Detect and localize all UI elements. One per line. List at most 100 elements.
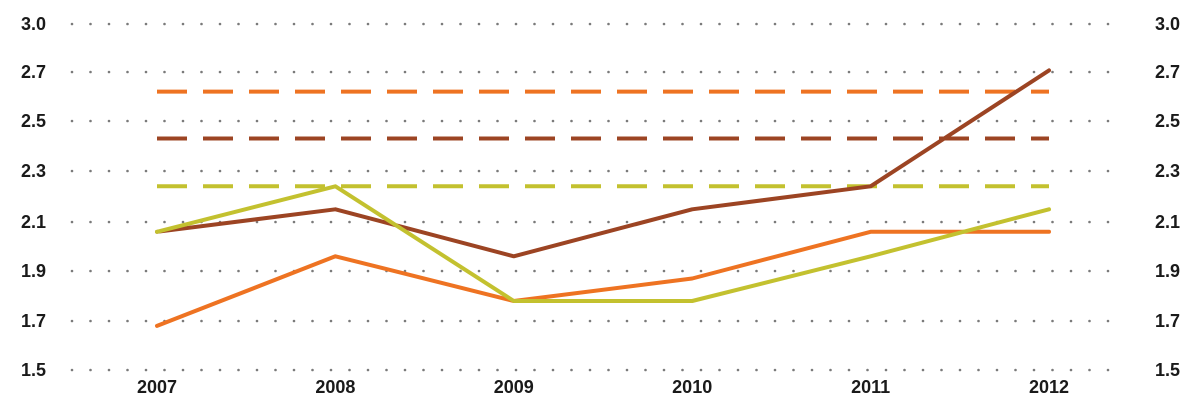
grid-dot [1014, 70, 1017, 74]
grid-dot [496, 220, 499, 224]
grid-dot [329, 22, 333, 26]
grid-dot [181, 119, 185, 123]
grid-dot [1069, 119, 1073, 123]
gridline-2.3 [70, 169, 1110, 173]
grid-dot [662, 319, 666, 323]
grid-dot [366, 220, 370, 224]
grid-dot [422, 119, 425, 123]
grid-dot [940, 368, 943, 372]
grid-dot [866, 319, 869, 323]
data-series [155, 68, 1051, 328]
grid-dot [977, 169, 980, 173]
series-line-1 [155, 68, 1051, 259]
grid-dot [644, 368, 647, 372]
grid-dot [755, 119, 758, 123]
grid-dot [422, 22, 425, 26]
x-tick-label: 2012 [1029, 377, 1069, 397]
grid-dot [107, 319, 111, 323]
grid-dot [681, 119, 684, 123]
grid-dot [829, 368, 832, 372]
grid-dot [126, 169, 129, 173]
grid-dot [366, 119, 370, 123]
grid-dot [366, 22, 370, 26]
grid-dot [866, 269, 869, 273]
y-tick-label-left: 3.0 [21, 14, 46, 34]
grid-dot [1106, 269, 1110, 273]
grid-dot [255, 169, 259, 173]
grid-dot [348, 70, 351, 74]
gridline-1.7 [70, 319, 1110, 323]
grid-dot [551, 22, 555, 26]
grid-dot [829, 119, 832, 123]
grid-dot [829, 269, 832, 273]
grid-dot [570, 368, 573, 372]
grid-dot [1088, 22, 1091, 26]
grid-dot [89, 220, 92, 224]
grid-dot [311, 319, 314, 323]
grid-dot [403, 368, 407, 372]
grid-dot [718, 368, 721, 372]
grid-dot [551, 368, 555, 372]
grid-dot [977, 368, 980, 372]
x-tick-label: 2009 [494, 377, 534, 397]
grid-dot [311, 368, 314, 372]
grid-dot [903, 169, 906, 173]
grid-dot [107, 22, 111, 26]
y-tick-label-right: 1.5 [1155, 360, 1180, 380]
y-tick-label-left: 1.9 [21, 261, 46, 281]
grid-dot [163, 220, 166, 224]
grid-dot [1088, 220, 1091, 224]
grid-dot [607, 368, 610, 372]
grid-dot [496, 70, 499, 74]
grid-dot [940, 169, 943, 173]
grid-dot [1069, 319, 1073, 323]
grid-dot [1051, 220, 1054, 224]
grid-dot [163, 269, 166, 273]
grid-dot [1088, 169, 1091, 173]
grid-dot [1069, 70, 1073, 74]
grid-dot [588, 319, 592, 323]
grid-dot [496, 169, 499, 173]
grid-dot [792, 269, 795, 273]
grid-dot [459, 220, 462, 224]
grid-dot [126, 368, 129, 372]
grid-dot [1106, 70, 1110, 74]
gridline-1.5 [70, 368, 1110, 372]
grid-dot [755, 220, 758, 224]
grid-dot [181, 319, 185, 323]
grid-dot [570, 22, 573, 26]
grid-dot [126, 119, 129, 123]
grid-dot [496, 319, 499, 323]
grid-dot [699, 319, 703, 323]
grid-dot [329, 169, 333, 173]
x-tick-label: 2007 [137, 377, 177, 397]
grid-dot [200, 119, 203, 123]
grid-dot [792, 319, 795, 323]
grid-dot [866, 220, 869, 224]
grid-dot [847, 319, 851, 323]
grid-dot [181, 220, 185, 224]
grid-dot [533, 220, 536, 224]
grid-dot [514, 269, 518, 273]
grid-dot [903, 70, 906, 74]
grid-dot [107, 70, 111, 74]
grid-dot [792, 220, 795, 224]
grid-dot [144, 269, 148, 273]
grid-dot [329, 319, 333, 323]
grid-dot [884, 269, 888, 273]
grid-dot [144, 220, 148, 224]
grid-dot [163, 169, 166, 173]
grid-dot [533, 22, 536, 26]
grid-dot [496, 22, 499, 26]
grid-dot [1051, 319, 1054, 323]
grid-dot [403, 70, 407, 74]
grid-dot [89, 269, 92, 273]
grid-dot [644, 319, 647, 323]
grid-dot [625, 220, 629, 224]
grid-dot [866, 119, 869, 123]
grid-dot [274, 319, 277, 323]
grid-dot [681, 220, 684, 224]
grid-dot [625, 70, 629, 74]
grid-dot [847, 70, 851, 74]
grid-dot [1069, 269, 1073, 273]
